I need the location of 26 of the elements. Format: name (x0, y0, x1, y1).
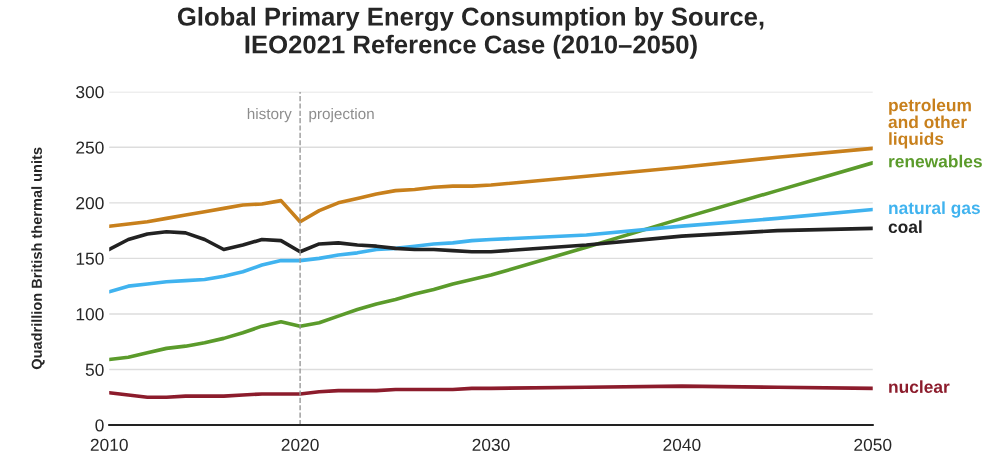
x-tick-label: 2030 (472, 438, 510, 451)
annotation: history (247, 107, 292, 123)
x-tick-label: 2020 (281, 438, 319, 451)
series-label: petroleum and other liquids (888, 98, 971, 149)
line-series (109, 146, 873, 228)
y-tick-label: 200 (76, 197, 104, 210)
y-tick-label: 250 (76, 141, 104, 154)
x-tick-label: 2040 (663, 438, 701, 451)
series-label: natural gas (889, 201, 980, 218)
series-label: renewables (889, 154, 982, 168)
y-tick-label: 50 (85, 363, 104, 376)
annotation: projection (309, 107, 374, 123)
line-series (109, 207, 873, 294)
x-tick-label: 2050 (854, 438, 892, 451)
y-axis-title: Quadrillion British thermal units (31, 147, 45, 370)
x-tick-label: 2010 (90, 438, 128, 451)
y-tick-label: 100 (76, 308, 104, 321)
line-series (109, 161, 873, 362)
series-label: coal (888, 220, 922, 234)
series-label: nuclear (889, 380, 950, 394)
y-tick-label: 0 (95, 419, 104, 432)
line-series (109, 226, 873, 254)
line-series (109, 384, 873, 400)
y-tick-label: 150 (76, 252, 104, 265)
y-tick-label: 300 (76, 85, 104, 99)
chart-title: Global Primary Energy Consumption by Source, IEO2021 Reference Case (2010–2050) (177, 6, 764, 59)
